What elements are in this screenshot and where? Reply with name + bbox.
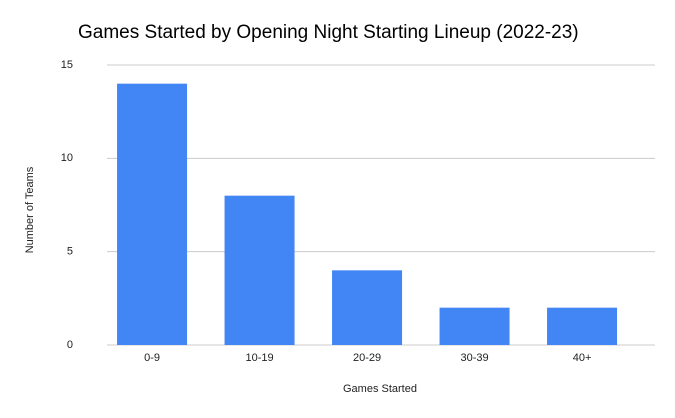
x-tick-label: 30-39 — [460, 352, 488, 364]
bar — [224, 195, 295, 345]
chart-title: Games Started by Opening Night Starting … — [78, 22, 579, 43]
y-tick-label: 5 — [67, 246, 73, 258]
y-tick-label: 0 — [67, 339, 73, 351]
bar — [547, 307, 618, 345]
y-tick-label: 10 — [61, 152, 73, 164]
x-tick-label: 0-9 — [144, 352, 160, 364]
x-tick-label: 40+ — [573, 352, 592, 364]
bar — [439, 307, 510, 345]
bar — [332, 270, 403, 345]
x-tick-label: 10-19 — [245, 352, 273, 364]
y-axis-label: Number of Teams — [24, 166, 36, 253]
x-axis-label: Games Started — [343, 383, 417, 395]
y-tick-label: 15 — [61, 59, 73, 71]
bar — [117, 83, 188, 346]
x-tick-label: 20-29 — [353, 352, 381, 364]
